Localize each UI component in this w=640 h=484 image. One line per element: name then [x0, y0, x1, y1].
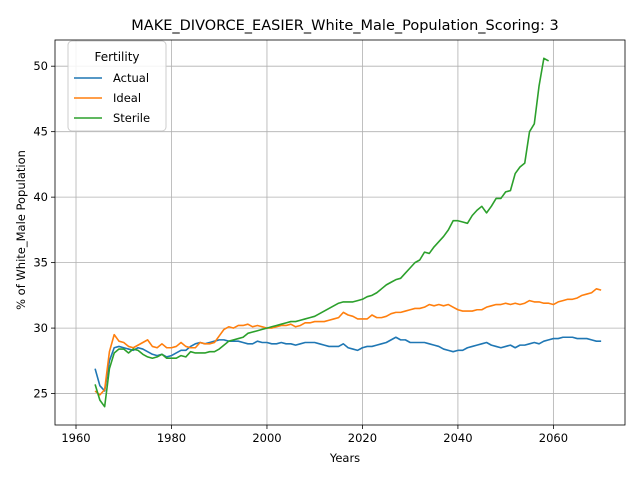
x-axis-label: Years [329, 451, 360, 465]
y-tick-label: 45 [33, 125, 48, 139]
legend-label-ideal: Ideal [113, 91, 141, 105]
legend-title: Fertility [94, 50, 139, 64]
legend-label-actual: Actual [113, 71, 149, 85]
legend-frame [67, 40, 167, 132]
chart-title: MAKE_DIVORCE_EASIER_White_Male_Populatio… [131, 18, 558, 34]
series-line-actual [94, 336, 602, 392]
x-tick-label: 2040 [443, 431, 472, 445]
axes: 1960 1980 2000 2020 2040 2060 25 30 35 40 45 50 [33, 39, 626, 445]
y-tick-label: 35 [33, 256, 48, 270]
series-line-ideal [94, 288, 602, 396]
x-tick-label: 2000 [252, 431, 281, 445]
legend-entries: Actual Ideal Sterile [74, 71, 150, 125]
series-layer [94, 57, 602, 408]
y-tick-label: 50 [33, 59, 48, 73]
y-axis-label: % of White_Male Population [14, 150, 28, 310]
legend-label-sterile: Sterile [113, 111, 150, 125]
x-tick-label: 1960 [61, 431, 90, 445]
x-tick-label: 1980 [157, 431, 186, 445]
y-tick-label: 25 [33, 387, 48, 401]
plot-frame [54, 39, 626, 426]
legend: Fertility Actual Ideal Sterile [67, 40, 167, 132]
y-tick-label: 40 [33, 190, 48, 204]
x-tick-label: 2060 [539, 431, 568, 445]
series-line-sterile [94, 57, 550, 408]
x-tick-label: 2020 [348, 431, 377, 445]
y-tick-label: 30 [33, 321, 48, 335]
